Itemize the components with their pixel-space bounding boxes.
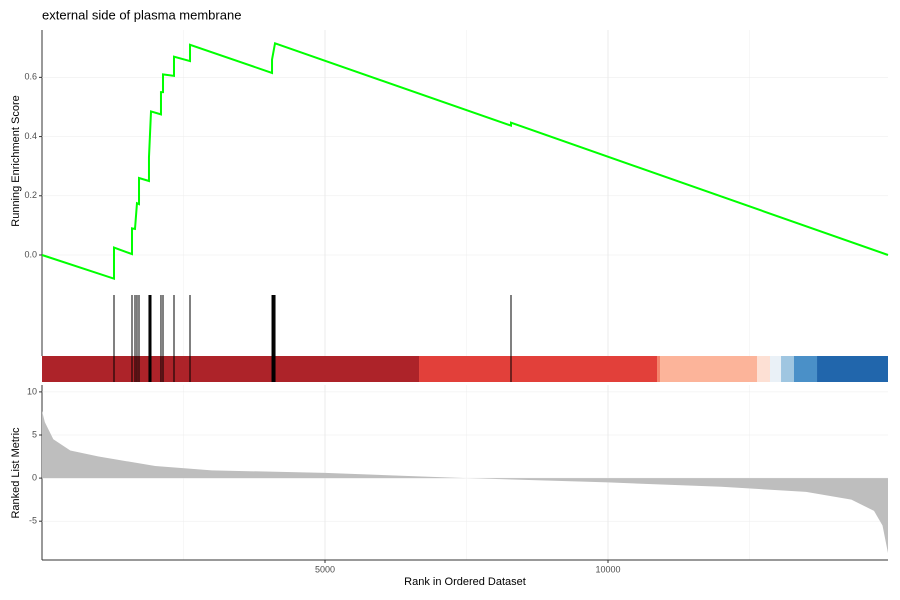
y-tick-label: 10 xyxy=(27,386,37,396)
x-tick-label: 10000 xyxy=(595,564,620,574)
chart-title: external side of plasma membrane xyxy=(42,7,241,22)
color-band xyxy=(42,356,420,382)
y-tick-label: -5 xyxy=(29,516,37,526)
color-band xyxy=(793,356,818,382)
color-band xyxy=(657,356,661,382)
es-line xyxy=(41,41,889,281)
y-axis-label: Running Enrichment Score xyxy=(10,95,22,226)
color-band xyxy=(419,356,658,382)
color-band xyxy=(660,356,758,382)
y-tick-label: 5 xyxy=(32,429,37,439)
y-tick-label: 0 xyxy=(32,472,37,482)
color-band xyxy=(757,356,770,382)
x-axis-label: Rank in Ordered Dataset xyxy=(404,576,526,588)
y-tick-label: 0.6 xyxy=(24,72,37,82)
color-band xyxy=(781,356,794,382)
y-axis-label: Ranked List Metric xyxy=(10,427,22,519)
y-tick-label: 0.0 xyxy=(24,249,37,259)
y-tick-label: 0.2 xyxy=(24,190,37,200)
x-tick-label: 5000 xyxy=(315,564,335,574)
y-tick-label: 0.4 xyxy=(24,131,37,141)
color-band xyxy=(817,356,888,382)
color-band xyxy=(769,356,782,382)
metric-area xyxy=(42,410,888,554)
